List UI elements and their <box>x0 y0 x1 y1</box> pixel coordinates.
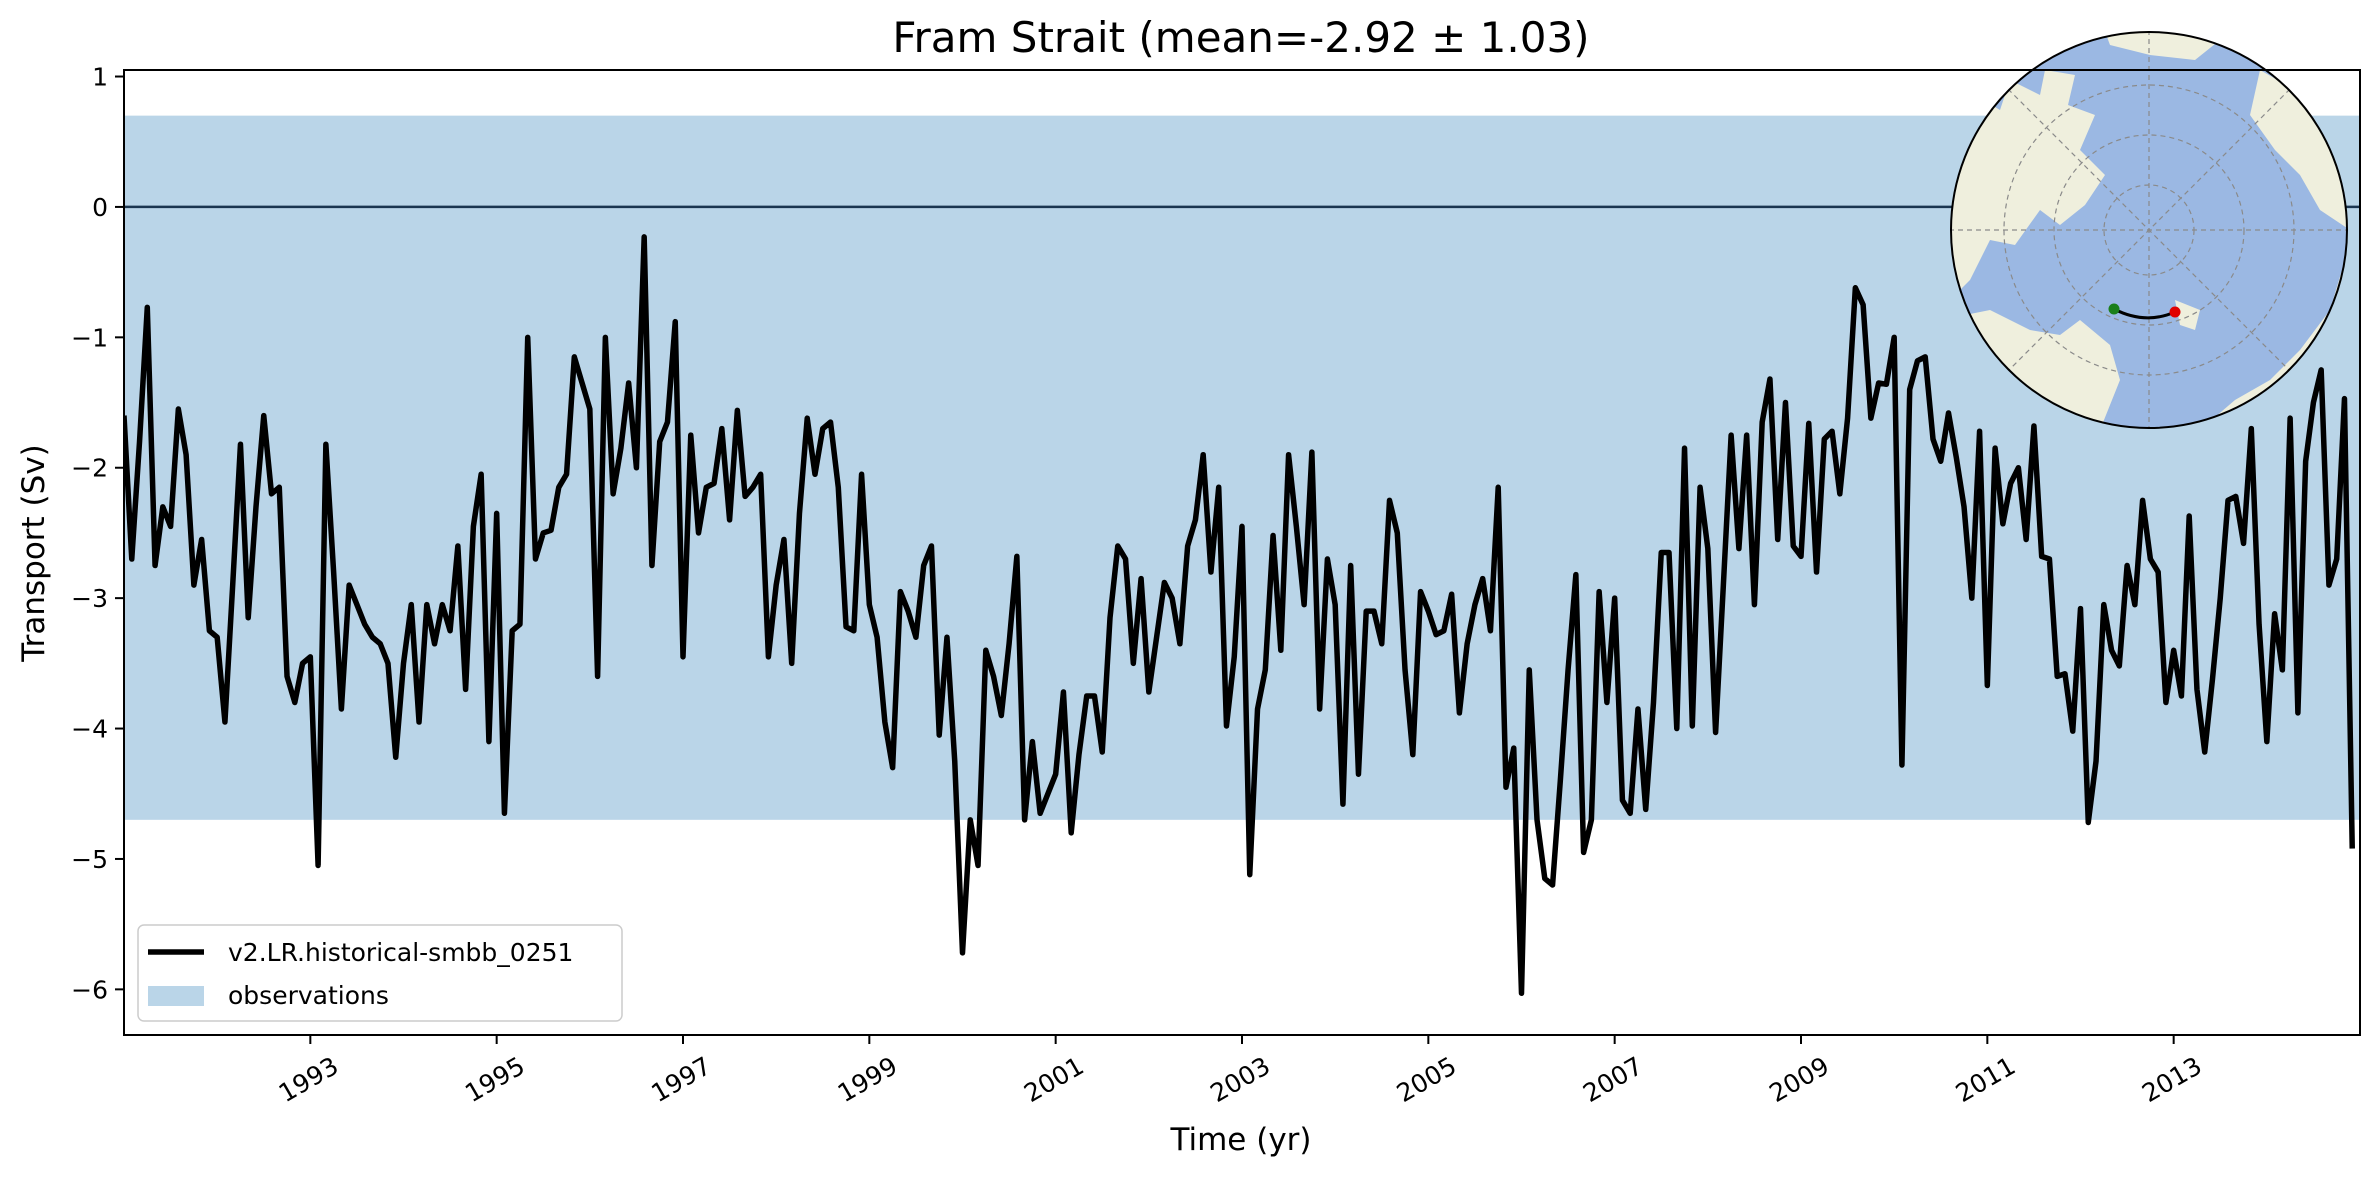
y-axis-title: Transport (Sv) <box>16 444 52 663</box>
x-tick-label: 2007 <box>1578 1051 1648 1108</box>
legend-swatch-observations <box>148 986 204 1006</box>
polar-map-inset <box>1950 31 2348 429</box>
x-tick-label: 2013 <box>2137 1051 2207 1108</box>
series-line-v2-lr-historical-smbb-0251 <box>124 234 2355 997</box>
legend: v2.LR.historical-smbb_0251 observations <box>137 924 623 1022</box>
legend-label-observations: observations <box>228 981 389 1010</box>
legend-label-series: v2.LR.historical-smbb_0251 <box>228 938 573 967</box>
x-axis: 1993 1995 1997 1999 2001 2003 2005 2007 2009 2011… <box>274 1035 2207 1108</box>
y-tick-label: −4 <box>71 715 108 744</box>
transect-start-marker <box>2108 303 2120 315</box>
y-tick-label: 0 <box>92 193 108 222</box>
map-land <box>1951 32 2347 428</box>
y-axis: 1 0 −1 −2 −3 −4 −5 −6 <box>71 63 124 1004</box>
x-tick-label: 2009 <box>1764 1051 1834 1108</box>
y-tick-label: −5 <box>71 845 108 874</box>
map-graticule <box>1951 32 2347 428</box>
chart-title: Fram Strait (mean=-2.92 ± 1.03) <box>892 13 1589 62</box>
x-tick-label: 2003 <box>1205 1051 1275 1108</box>
y-tick-label: 1 <box>92 63 108 92</box>
x-tick-label: 1999 <box>833 1051 903 1108</box>
x-tick-label: 1993 <box>274 1051 344 1108</box>
x-tick-label: 2001 <box>1019 1051 1089 1108</box>
x-axis-title: Time (yr) <box>1170 1122 1312 1158</box>
x-tick-label: 2005 <box>1392 1051 1462 1108</box>
x-tick-label: 2011 <box>1951 1051 2021 1108</box>
y-tick-label: −3 <box>71 584 108 613</box>
y-tick-label: −1 <box>71 323 108 352</box>
y-tick-label: −6 <box>71 975 108 1004</box>
map-frame <box>1950 31 2348 429</box>
y-tick-label: −2 <box>71 454 108 483</box>
transect-end-marker <box>2169 306 2181 318</box>
x-tick-label: 1995 <box>460 1051 530 1108</box>
x-tick-label: 1997 <box>646 1051 716 1108</box>
legend-box <box>137 924 623 1022</box>
fram-strait-transect <box>2113 307 2176 320</box>
